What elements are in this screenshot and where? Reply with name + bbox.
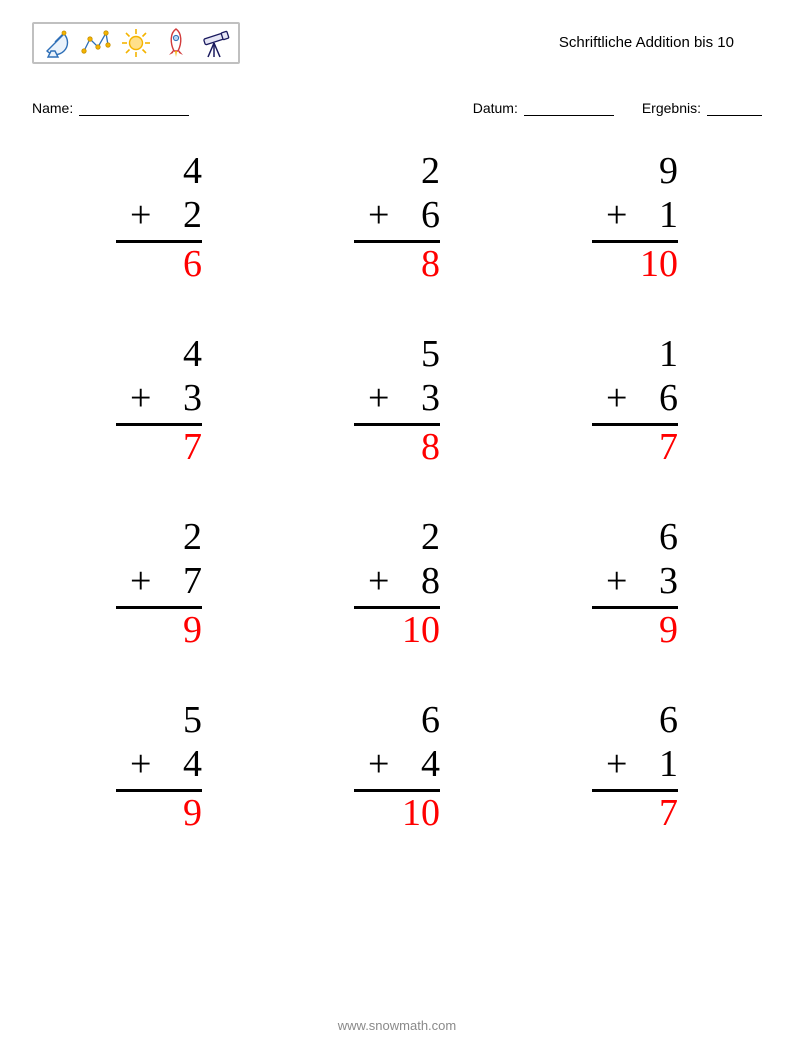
- rocket-icon: [160, 27, 192, 59]
- answer: 10: [354, 609, 440, 653]
- answer: 7: [592, 792, 678, 836]
- operand-b: 4: [183, 743, 202, 785]
- problem: 9+1 10: [592, 150, 678, 287]
- header-icon-bar: [32, 22, 240, 64]
- answer: 8: [354, 426, 440, 470]
- operand-a: 5: [116, 699, 202, 743]
- operator: +: [606, 194, 627, 238]
- operand-a: 1: [592, 333, 678, 377]
- worksheet-page: Schriftliche Addition bis 10 Name: Datum…: [0, 0, 794, 1053]
- operator: +: [368, 194, 389, 238]
- answer: 9: [592, 609, 678, 653]
- operand-b: 3: [421, 377, 440, 419]
- date-field: Datum:: [473, 100, 614, 116]
- score-field: Ergebnis:: [642, 100, 762, 116]
- score-blank: [707, 102, 762, 116]
- operand-b-row: +2: [116, 194, 202, 238]
- problem: 6+1 7: [592, 699, 678, 836]
- operand-a: 2: [354, 150, 440, 194]
- operand-a: 6: [592, 699, 678, 743]
- operand-b: 6: [421, 194, 440, 236]
- info-row: Name: Datum: Ergebnis:: [32, 100, 762, 116]
- name-blank: [79, 102, 189, 116]
- operand-b-row: +8: [354, 560, 440, 604]
- satellite-dish-icon: [40, 27, 72, 59]
- page-title: Schriftliche Addition bis 10: [559, 34, 734, 51]
- operand-b: 1: [659, 743, 678, 785]
- footer-text: www.snowmath.com: [0, 1018, 794, 1033]
- operand-b-row: +1: [592, 194, 678, 238]
- operator: +: [606, 377, 627, 421]
- operand-b: 6: [659, 377, 678, 419]
- operator: +: [368, 743, 389, 787]
- problems-grid: 4+262+689+1104+375+381+672+792+8106+395+…: [60, 150, 734, 836]
- operand-a: 2: [354, 516, 440, 560]
- operand-b-row: +4: [354, 743, 440, 787]
- problem: 2+7 9: [116, 516, 202, 653]
- operand-a: 2: [116, 516, 202, 560]
- operator: +: [130, 743, 151, 787]
- name-label: Name:: [32, 100, 73, 116]
- telescope-icon: [200, 27, 232, 59]
- operator: +: [130, 560, 151, 604]
- operand-a: 5: [354, 333, 440, 377]
- operator: +: [606, 743, 627, 787]
- operand-a: 9: [592, 150, 678, 194]
- date-blank: [524, 102, 614, 116]
- answer: 9: [116, 792, 202, 836]
- operand-b: 1: [659, 194, 678, 236]
- operand-a: 4: [116, 333, 202, 377]
- right-fields: Datum: Ergebnis:: [473, 100, 762, 116]
- problem: 5+4 9: [116, 699, 202, 836]
- problem: 4+3 7: [116, 333, 202, 470]
- operand-b: 2: [183, 194, 202, 236]
- constellation-icon: [80, 27, 112, 59]
- answer: 7: [592, 426, 678, 470]
- operand-b: 7: [183, 560, 202, 602]
- operator: +: [606, 560, 627, 604]
- operand-b: 8: [421, 560, 440, 602]
- operator: +: [368, 377, 389, 421]
- operand-b: 3: [183, 377, 202, 419]
- operand-b-row: +3: [354, 377, 440, 421]
- operand-b-row: +6: [592, 377, 678, 421]
- answer: 9: [116, 609, 202, 653]
- problem: 2+6 8: [354, 150, 440, 287]
- operand-b-row: +7: [116, 560, 202, 604]
- problem: 4+2 6: [116, 150, 202, 287]
- answer: 6: [116, 243, 202, 287]
- problem: 1+6 7: [592, 333, 678, 470]
- score-label: Ergebnis:: [642, 100, 701, 116]
- operand-a: 6: [354, 699, 440, 743]
- operand-b: 3: [659, 560, 678, 602]
- sun-icon: [120, 27, 152, 59]
- operator: +: [130, 194, 151, 238]
- operand-b-row: +3: [592, 560, 678, 604]
- problem: 6+4 10: [354, 699, 440, 836]
- operator: +: [368, 560, 389, 604]
- operator: +: [130, 377, 151, 421]
- answer: 7: [116, 426, 202, 470]
- operand-b-row: +3: [116, 377, 202, 421]
- operand-b: 4: [421, 743, 440, 785]
- answer: 10: [592, 243, 678, 287]
- operand-b-row: +4: [116, 743, 202, 787]
- answer: 8: [354, 243, 440, 287]
- name-field: Name:: [32, 100, 189, 116]
- operand-b-row: +1: [592, 743, 678, 787]
- problem: 5+3 8: [354, 333, 440, 470]
- problem: 2+8 10: [354, 516, 440, 653]
- operand-a: 6: [592, 516, 678, 560]
- operand-b-row: +6: [354, 194, 440, 238]
- date-label: Datum:: [473, 100, 518, 116]
- answer: 10: [354, 792, 440, 836]
- problem: 6+3 9: [592, 516, 678, 653]
- operand-a: 4: [116, 150, 202, 194]
